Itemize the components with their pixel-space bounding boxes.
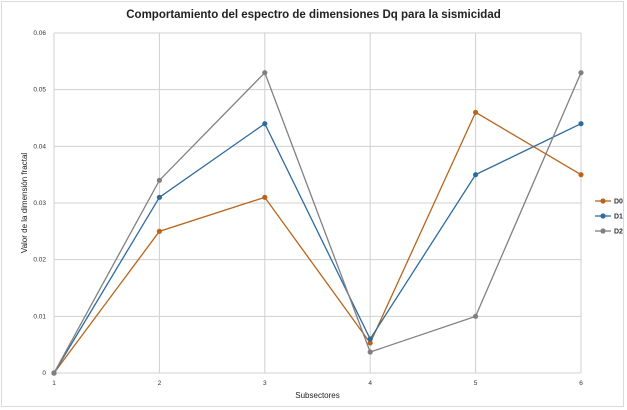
y-tick-label: 0.03 [33,200,46,207]
y-axis-ticks: 0 0.01 0.02 0.03 0.04 0.05 0.06 [33,30,46,377]
x-axis-ticks: 1 2 3 4 5 6 [52,380,583,387]
data-point-d1 [367,336,373,342]
series-line-d1 [53,122,582,374]
gridlines [53,32,582,374]
data-point-d0 [578,172,584,178]
y-tick-label: 0.05 [33,87,46,94]
y-tick-label: 0 [42,370,46,377]
data-point-d1 [262,121,268,127]
data-point-d2 [367,349,373,355]
series-line-d0 [53,111,582,374]
y-tick-label: 0.02 [33,257,46,264]
legend-marker-d1 [600,213,606,219]
data-point-d2 [262,70,268,76]
data-point-d1 [578,121,584,127]
data-point-d2 [51,370,57,376]
x-axis-title: Subsectores [295,391,339,400]
chart-title: Comportamiento del espectro de dimension… [126,9,501,21]
data-point-d2 [578,70,584,76]
x-tick-label: 6 [579,380,583,387]
y-tick-label: 0.06 [33,30,46,37]
data-point-d2 [156,177,162,183]
data-point-d1 [156,194,162,200]
y-axis-title: Valor de la dimensión fractal [20,153,29,254]
x-tick-label: 2 [158,380,162,387]
x-tick-label: 5 [474,380,478,387]
legend-label-d1: D1 [614,214,623,221]
data-point-d0 [367,340,373,346]
y-tick-label: 0.01 [33,313,46,320]
data-point-d0 [473,109,479,115]
data-point-d2 [473,313,479,319]
legend-label-d0: D0 [614,199,623,206]
legend-marker-d2 [600,228,606,234]
series-line-d2 [53,71,582,374]
x-tick-label: 3 [263,380,267,387]
y-tick-label: 0.04 [33,143,46,150]
legend: D0 D1 D2 [595,198,623,236]
legend-label-d2: D2 [614,229,623,236]
data-point-d1 [473,172,479,178]
data-point-d0 [262,194,268,200]
legend-marker-d0 [600,198,606,204]
data-point-d0 [156,228,162,234]
series-lines [51,70,584,376]
x-tick-label: 1 [52,380,56,387]
x-tick-label: 4 [368,380,372,387]
